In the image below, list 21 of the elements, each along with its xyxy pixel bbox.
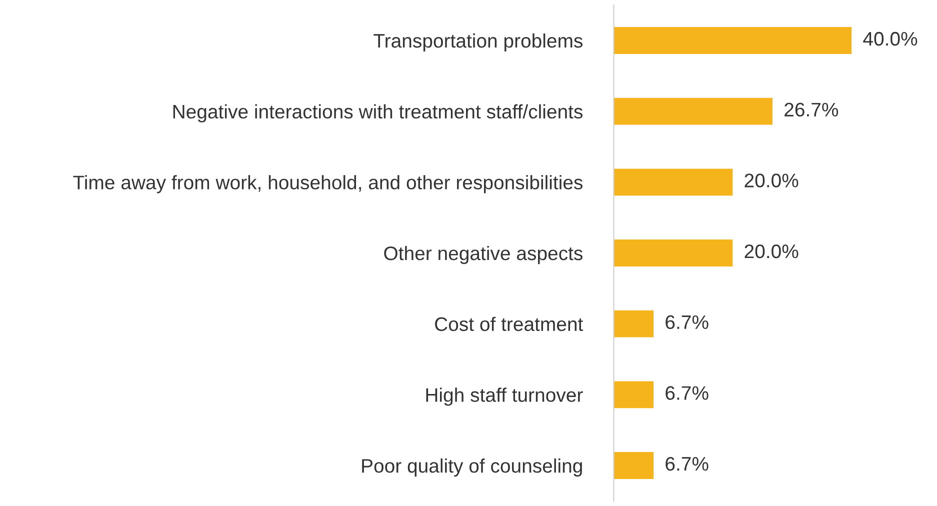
bar xyxy=(614,310,654,338)
data-label: 6.7% xyxy=(666,315,708,330)
y-tick-label: Cost of treatment xyxy=(435,316,584,332)
y-tick-label: Negative interactions with treatment staff/clients xyxy=(173,104,582,122)
bar xyxy=(614,168,733,196)
bar xyxy=(614,240,733,266)
data-label: 26.7% xyxy=(784,102,838,117)
bar xyxy=(614,381,654,408)
bar xyxy=(614,98,772,125)
data-label: 6.7% xyxy=(666,456,708,471)
y-tick-label: Time away from work, household, and other responsibilities xyxy=(73,175,583,194)
y-tick-label: Other negative aspects xyxy=(384,246,582,264)
y-tick-label: Poor quality of counseling xyxy=(362,458,582,477)
data-label: 40.0% xyxy=(863,32,918,46)
data-label: 20.0% xyxy=(744,174,798,188)
bar xyxy=(614,452,654,479)
bar xyxy=(614,27,852,54)
y-tick-label: Transportation problems xyxy=(374,33,582,52)
data-label: 6.7% xyxy=(666,386,708,400)
y-tick-label: High staff turnover xyxy=(426,388,583,406)
data-label: 20.0% xyxy=(744,244,798,258)
